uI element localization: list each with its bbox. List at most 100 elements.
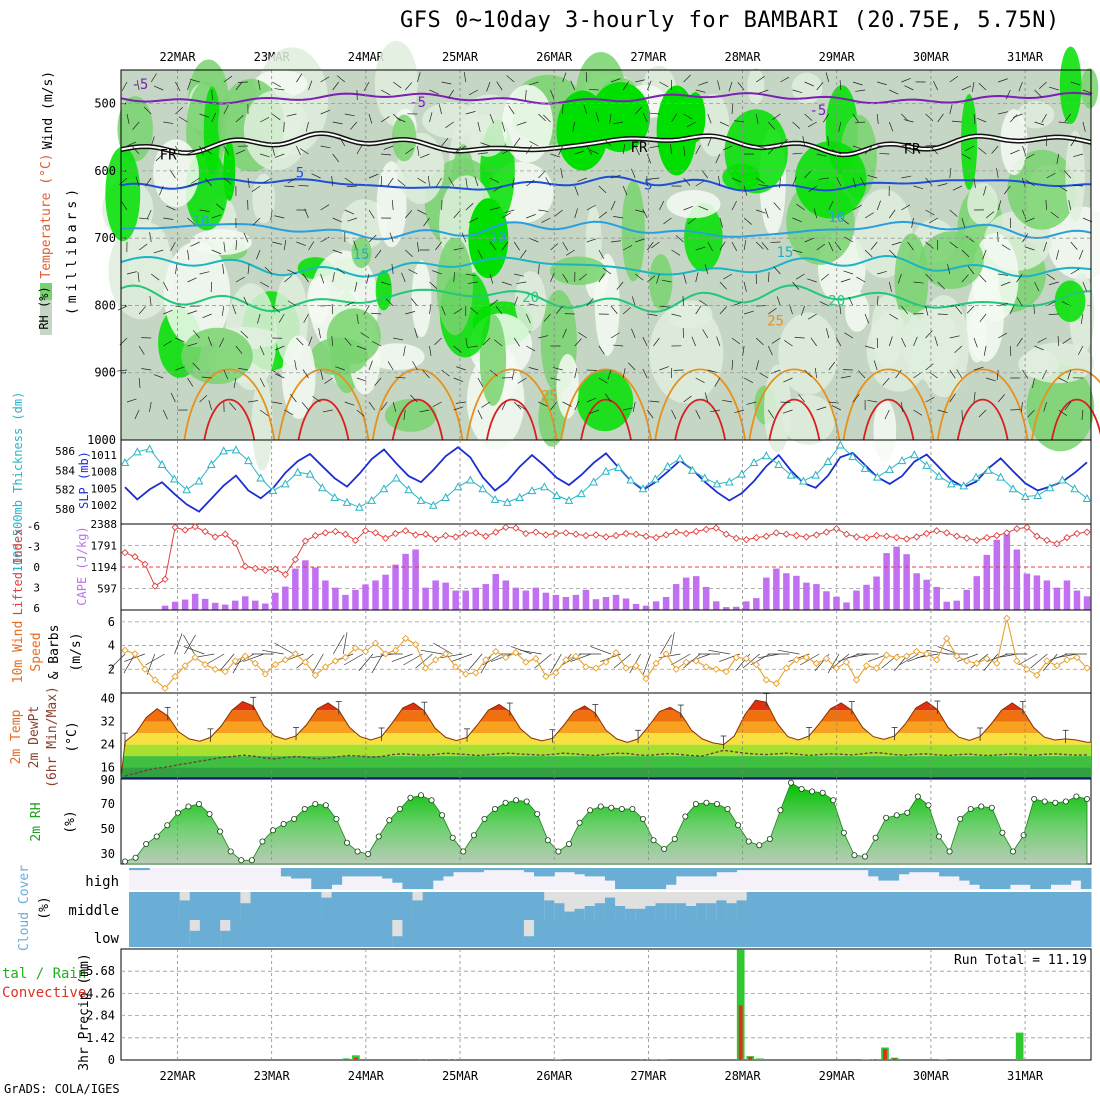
wind-barb: [117, 305, 128, 311]
wind-barb: [816, 82, 824, 91]
wind-barb: [391, 200, 394, 211]
wind-barb: [901, 78, 911, 83]
cloud-high-cell: [361, 868, 373, 877]
wind-barb: [758, 184, 769, 187]
rh-point: [967, 806, 974, 813]
cloud-high-cell: [503, 868, 515, 871]
precip-total-bar: [659, 1059, 668, 1060]
cloud-high-cell: [696, 868, 707, 877]
wind-barb: [901, 305, 908, 315]
cloud-middle-cell: [979, 892, 991, 920]
cloud-high-cell: [736, 868, 748, 871]
cloud-middle-cell: [159, 892, 171, 920]
wind-speed-point: [401, 634, 410, 643]
wind-barb: [190, 241, 200, 247]
wind-tick-label: 6: [108, 615, 115, 629]
surface-wind-barb: [145, 653, 165, 666]
cape-bar: [382, 574, 389, 610]
surface-wind-barb: [550, 653, 562, 674]
wind-barb: [331, 176, 334, 187]
cloud-low-cell: [777, 920, 788, 947]
rh-blob: [1007, 149, 1077, 230]
cloud-low-cell: [453, 920, 464, 947]
wind-barb: [468, 89, 479, 96]
rh-point: [788, 779, 795, 786]
wind-speed-point: [161, 684, 169, 692]
wind-barb: [308, 80, 313, 91]
cloud-high-cell: [847, 868, 859, 871]
wind-barb: [392, 81, 402, 89]
thickness-point: [502, 497, 512, 506]
cloud-high-cell: [685, 868, 697, 877]
wind-barb: [210, 281, 213, 293]
wind-barb: [949, 75, 959, 83]
wind-barb: [1078, 249, 1084, 260]
cloud-high-cell: [665, 868, 677, 885]
wind-barb: [671, 249, 681, 256]
wind-speed-point: [391, 646, 400, 654]
cloud-low-cell: [888, 920, 900, 947]
wind-barb: [138, 243, 148, 251]
wind-barb: [550, 401, 557, 411]
cloud-high-cell: [331, 868, 343, 885]
wind-barb: [482, 337, 491, 346]
thickness-point: [823, 456, 833, 466]
lifted-index-point: [602, 533, 610, 541]
wind-barb: [1077, 345, 1084, 356]
wind-barb: [243, 232, 249, 243]
wind-barb: [649, 145, 660, 149]
wind-barb: [1068, 200, 1072, 211]
lifted-index-point: [782, 530, 791, 538]
surface-wind-barb: [671, 653, 691, 666]
wind-barb: [223, 177, 232, 185]
wind-barb: [302, 369, 309, 379]
surface-wind-barb: [420, 649, 443, 655]
wind-barb: [457, 145, 466, 152]
wind-barb: [1010, 114, 1018, 123]
wind-barb: [701, 169, 709, 179]
wind-barb: [737, 82, 745, 91]
cloud-middle-fill: [635, 908, 646, 920]
wind-barb: [1063, 170, 1072, 179]
wind-barb: [835, 337, 842, 347]
lifted-index-point: [462, 529, 470, 538]
wind-barb: [913, 336, 918, 347]
cape-bar: [542, 592, 550, 610]
wind-barb: [284, 185, 295, 188]
cloud-low-cell: [402, 920, 414, 947]
cloud-middle-fill: [544, 900, 555, 920]
wind-speed-point: [963, 657, 971, 665]
wind-barb: [879, 153, 890, 155]
lifted-index-point: [862, 533, 871, 542]
wind-barb: [126, 113, 130, 124]
precip-convective-bar: [642, 1059, 647, 1060]
wind-barb: [1048, 281, 1059, 286]
surface-wind-barb: [519, 649, 542, 655]
cape-bar: [171, 601, 179, 610]
cloud-high-cell: [675, 868, 687, 877]
cloud-middle-cell: [918, 892, 930, 920]
cloud-middle-cell: [1070, 892, 1082, 920]
surface-wind-barb: [183, 646, 205, 655]
isotherm-line: [120, 254, 1092, 278]
temp-tick-label: 40: [101, 692, 115, 706]
thickness-point: [243, 456, 253, 465]
wind-barb: [577, 177, 587, 182]
wind-barb: [613, 344, 624, 347]
wind-barb: [755, 360, 759, 371]
lifted-index-point: [381, 534, 390, 542]
wind-barb: [170, 241, 176, 251]
cloud-middle-cell: [331, 892, 343, 920]
wind-barb: [529, 237, 539, 243]
wind-barb: [768, 146, 776, 155]
wind-barb: [496, 81, 503, 91]
wind-barb: [259, 153, 270, 158]
cloud-axis-label-1: Cloud Cover: [17, 865, 32, 951]
wind-barb: [758, 89, 769, 94]
lifted-index-point: [231, 539, 239, 547]
thickness-point: [120, 457, 130, 467]
temp-tick-label: 24: [101, 738, 115, 752]
wind-barb: [934, 336, 939, 347]
wind-barb: [272, 241, 282, 245]
wind-speed-point: [812, 659, 821, 667]
